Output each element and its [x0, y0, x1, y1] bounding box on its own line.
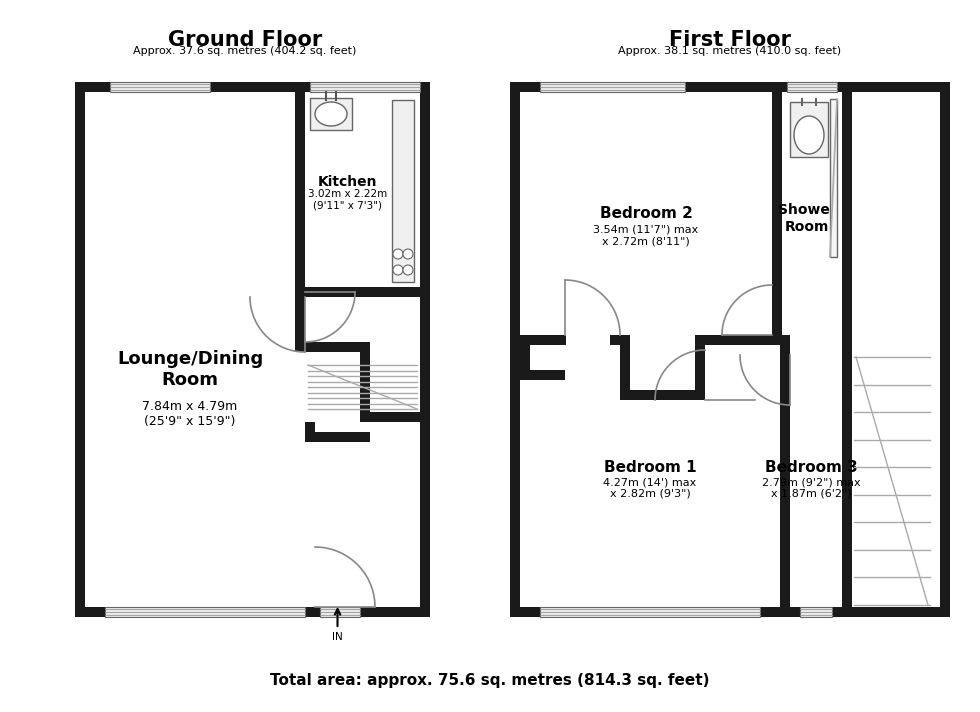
- Bar: [75, 82, 430, 92]
- Text: 2.79m (9'2") max
x 1.87m (6'2"): 2.79m (9'2") max x 1.87m (6'2"): [761, 477, 860, 499]
- Bar: [530, 345, 565, 370]
- Bar: [360, 342, 370, 422]
- Bar: [565, 335, 566, 345]
- Bar: [780, 335, 790, 617]
- Bar: [315, 442, 360, 607]
- Bar: [75, 82, 85, 617]
- Circle shape: [403, 265, 413, 275]
- Bar: [85, 92, 295, 607]
- Bar: [540, 82, 685, 92]
- Bar: [305, 422, 315, 442]
- Text: Kitchen: Kitchen: [318, 174, 377, 189]
- Bar: [510, 82, 950, 92]
- Text: Bedroom 2: Bedroom 2: [600, 206, 693, 221]
- Bar: [830, 99, 837, 257]
- Bar: [392, 100, 414, 282]
- Bar: [360, 412, 420, 422]
- Bar: [520, 335, 565, 345]
- Bar: [620, 390, 705, 400]
- Text: 3.02m x 2.22m
(9'11" x 7'3"): 3.02m x 2.22m (9'11" x 7'3"): [308, 189, 387, 210]
- Bar: [520, 345, 780, 607]
- Text: Lounge/Dining
Room: Lounge/Dining Room: [117, 350, 263, 389]
- Bar: [295, 92, 305, 297]
- Bar: [310, 82, 420, 92]
- Ellipse shape: [315, 102, 347, 126]
- Bar: [705, 335, 760, 345]
- Bar: [787, 82, 837, 92]
- Text: Bedroom 1: Bedroom 1: [604, 461, 697, 476]
- Bar: [620, 335, 630, 400]
- Text: Ground Floor: Ground Floor: [168, 30, 322, 50]
- Text: Approx. 38.1 sq. metres (410.0 sq. feet): Approx. 38.1 sq. metres (410.0 sq. feet): [618, 46, 842, 56]
- Text: IN: IN: [332, 632, 343, 642]
- Bar: [800, 607, 832, 617]
- Bar: [295, 297, 305, 352]
- Bar: [852, 92, 940, 607]
- Bar: [520, 335, 530, 380]
- Bar: [420, 82, 430, 617]
- Text: Bedroom 3: Bedroom 3: [764, 461, 858, 476]
- Bar: [105, 607, 305, 617]
- Bar: [940, 82, 950, 617]
- Bar: [520, 92, 772, 335]
- Bar: [305, 297, 420, 342]
- Bar: [320, 607, 360, 617]
- Bar: [760, 335, 772, 345]
- Text: 7.84m x 4.79m
(25'9" x 15'9"): 7.84m x 4.79m (25'9" x 15'9"): [142, 400, 237, 429]
- Bar: [310, 98, 352, 130]
- Bar: [510, 607, 950, 617]
- Bar: [520, 370, 565, 380]
- Bar: [110, 82, 210, 92]
- Bar: [295, 287, 420, 297]
- Circle shape: [403, 249, 413, 259]
- Bar: [305, 432, 370, 442]
- Bar: [695, 335, 705, 400]
- Bar: [305, 92, 420, 287]
- Text: Total area: approx. 75.6 sq. metres (814.3 sq. feet): Total area: approx. 75.6 sq. metres (814…: [270, 673, 710, 688]
- Circle shape: [393, 265, 403, 275]
- Bar: [295, 342, 370, 352]
- Bar: [610, 335, 620, 345]
- Bar: [772, 92, 782, 345]
- Text: 4.27m (14') max
x 2.82m (9'3"): 4.27m (14') max x 2.82m (9'3"): [604, 477, 697, 499]
- Bar: [790, 345, 842, 607]
- Text: First Floor: First Floor: [669, 30, 791, 50]
- Bar: [370, 352, 420, 412]
- Bar: [630, 345, 695, 390]
- Circle shape: [393, 249, 403, 259]
- Bar: [782, 92, 842, 335]
- Text: Approx. 37.6 sq. metres (404.2 sq. feet): Approx. 37.6 sq. metres (404.2 sq. feet): [133, 46, 357, 56]
- Bar: [540, 607, 760, 617]
- Bar: [842, 82, 852, 617]
- Text: 3.54m (11'7") max
x 2.72m (8'11"): 3.54m (11'7") max x 2.72m (8'11"): [593, 225, 699, 246]
- Bar: [510, 82, 520, 617]
- Text: Shower
Room: Shower Room: [777, 204, 836, 234]
- Bar: [790, 102, 828, 157]
- Ellipse shape: [794, 116, 824, 154]
- Bar: [75, 607, 430, 617]
